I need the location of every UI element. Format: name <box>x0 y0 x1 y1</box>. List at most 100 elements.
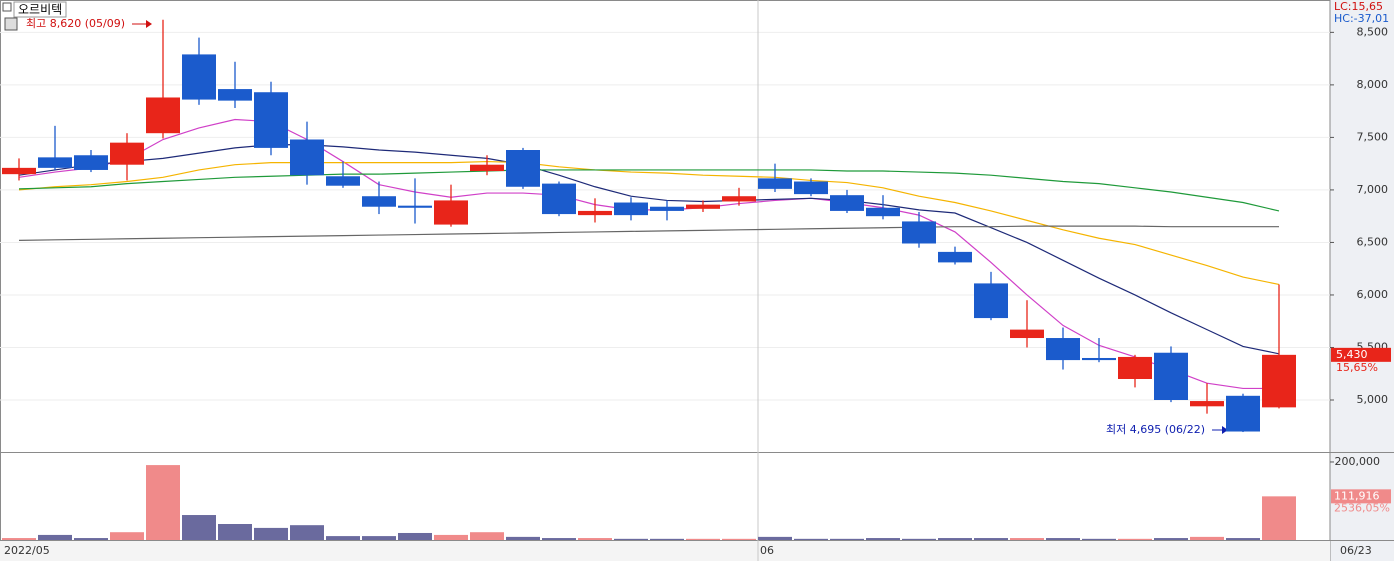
lc-label: LC:15,65 <box>1334 0 1383 13</box>
volume-bar <box>362 536 396 540</box>
volume-bar <box>1118 538 1152 540</box>
volume-bar <box>1154 538 1188 540</box>
volume-bar <box>650 538 684 540</box>
candle-body <box>74 155 108 170</box>
x-tick-label: 2022/05 <box>4 544 50 557</box>
y-tick-label: 6,000 <box>1357 288 1389 301</box>
candle-body <box>830 195 864 211</box>
candle-body <box>362 196 396 207</box>
candle-body <box>146 97 180 134</box>
candle-body <box>1082 357 1116 361</box>
candle-body <box>398 205 432 208</box>
table-icon <box>4 17 18 31</box>
candle-body <box>866 207 900 217</box>
volume-bar <box>830 538 864 540</box>
candle-body <box>326 176 360 186</box>
y-tick-label: 200,000 <box>1335 455 1381 468</box>
candle-body <box>686 204 720 209</box>
hc-label: HC:-37,01 <box>1334 12 1389 25</box>
candle-body <box>614 202 648 216</box>
price-tag-label: 5,430 <box>1336 348 1368 361</box>
volume-bar <box>1046 538 1080 540</box>
volume-bar <box>218 524 252 540</box>
candle-body <box>182 54 216 100</box>
candle-body <box>1118 356 1152 379</box>
icon <box>2 2 12 12</box>
candle-body <box>470 164 504 172</box>
moving-average <box>18 118 1279 390</box>
moving-average <box>18 160 1280 286</box>
candle-body <box>974 283 1008 319</box>
volume-bar <box>686 538 720 540</box>
axis-panel <box>1330 0 1394 561</box>
volume-bar <box>398 532 432 540</box>
volume-bar <box>74 538 108 540</box>
arrow-head <box>1222 426 1228 434</box>
candle-body <box>794 181 828 195</box>
price-tag <box>1331 347 1391 362</box>
volume-bar <box>1082 538 1116 540</box>
volume-bar <box>2 538 36 540</box>
volume-bar <box>1190 536 1224 540</box>
candle-body <box>902 221 936 244</box>
y-tick-label: 5,000 <box>1357 393 1389 406</box>
moving-average <box>18 144 1280 355</box>
volume-bar <box>614 538 648 540</box>
candle-body <box>1154 352 1188 401</box>
candle-body <box>722 196 756 202</box>
candle-body <box>254 92 288 148</box>
candle-body <box>1190 401 1224 407</box>
candle-body <box>1226 395 1260 432</box>
candle-body <box>110 142 144 165</box>
volume-bar <box>794 538 828 540</box>
candle-body <box>542 183 576 215</box>
candle-body <box>650 206 684 211</box>
volume-tag <box>1331 489 1391 504</box>
volume-bar <box>758 536 792 540</box>
volume-tag-label: 111,916 <box>1334 489 1380 502</box>
candle-body <box>290 139 324 176</box>
price-change: 15,65% <box>1336 361 1378 374</box>
candle-body <box>506 150 540 187</box>
volume-bar <box>542 538 576 540</box>
volume-bar <box>1262 496 1296 540</box>
volume-bar <box>1226 538 1260 540</box>
candle-body <box>2 167 36 175</box>
arrow-head <box>146 20 152 28</box>
y-tick-label: 7,000 <box>1357 183 1389 196</box>
volume-bar <box>182 515 216 540</box>
volume-change: 2536,05% <box>1334 501 1390 514</box>
candle-body <box>578 210 612 216</box>
volume-bar <box>290 525 324 540</box>
moving-average <box>18 225 1279 241</box>
volume-bar <box>434 534 468 540</box>
name-box <box>13 1 67 18</box>
y-tick-label: 6,500 <box>1357 235 1389 248</box>
candle-body <box>758 178 792 189</box>
x-tick-label: 06/23 <box>1340 544 1372 557</box>
volume-bar <box>974 538 1008 540</box>
candle-body <box>38 157 72 168</box>
volume-bar <box>578 538 612 540</box>
volume-bar <box>254 527 288 540</box>
volume-bar <box>902 538 936 540</box>
candle-body <box>218 89 252 101</box>
volume-bar <box>326 536 360 540</box>
volume-bar <box>146 465 180 540</box>
x-tick-label: 06 <box>760 544 774 557</box>
candle-body <box>938 251 972 263</box>
moving-average <box>18 169 1280 212</box>
stock-name: 오르비텍 <box>18 3 62 17</box>
volume-bar <box>938 538 972 540</box>
y-tick-label: 8,000 <box>1357 78 1389 91</box>
low-annotation: 최저 4,695 (06/22) <box>1106 423 1205 436</box>
volume-bar <box>470 532 504 540</box>
volume-bar <box>1010 538 1044 540</box>
y-tick-label: 8,500 <box>1357 25 1389 38</box>
candle-body <box>1010 329 1044 339</box>
candle-body <box>1046 338 1080 361</box>
volume-bar <box>722 538 756 540</box>
volume-bar <box>110 532 144 540</box>
